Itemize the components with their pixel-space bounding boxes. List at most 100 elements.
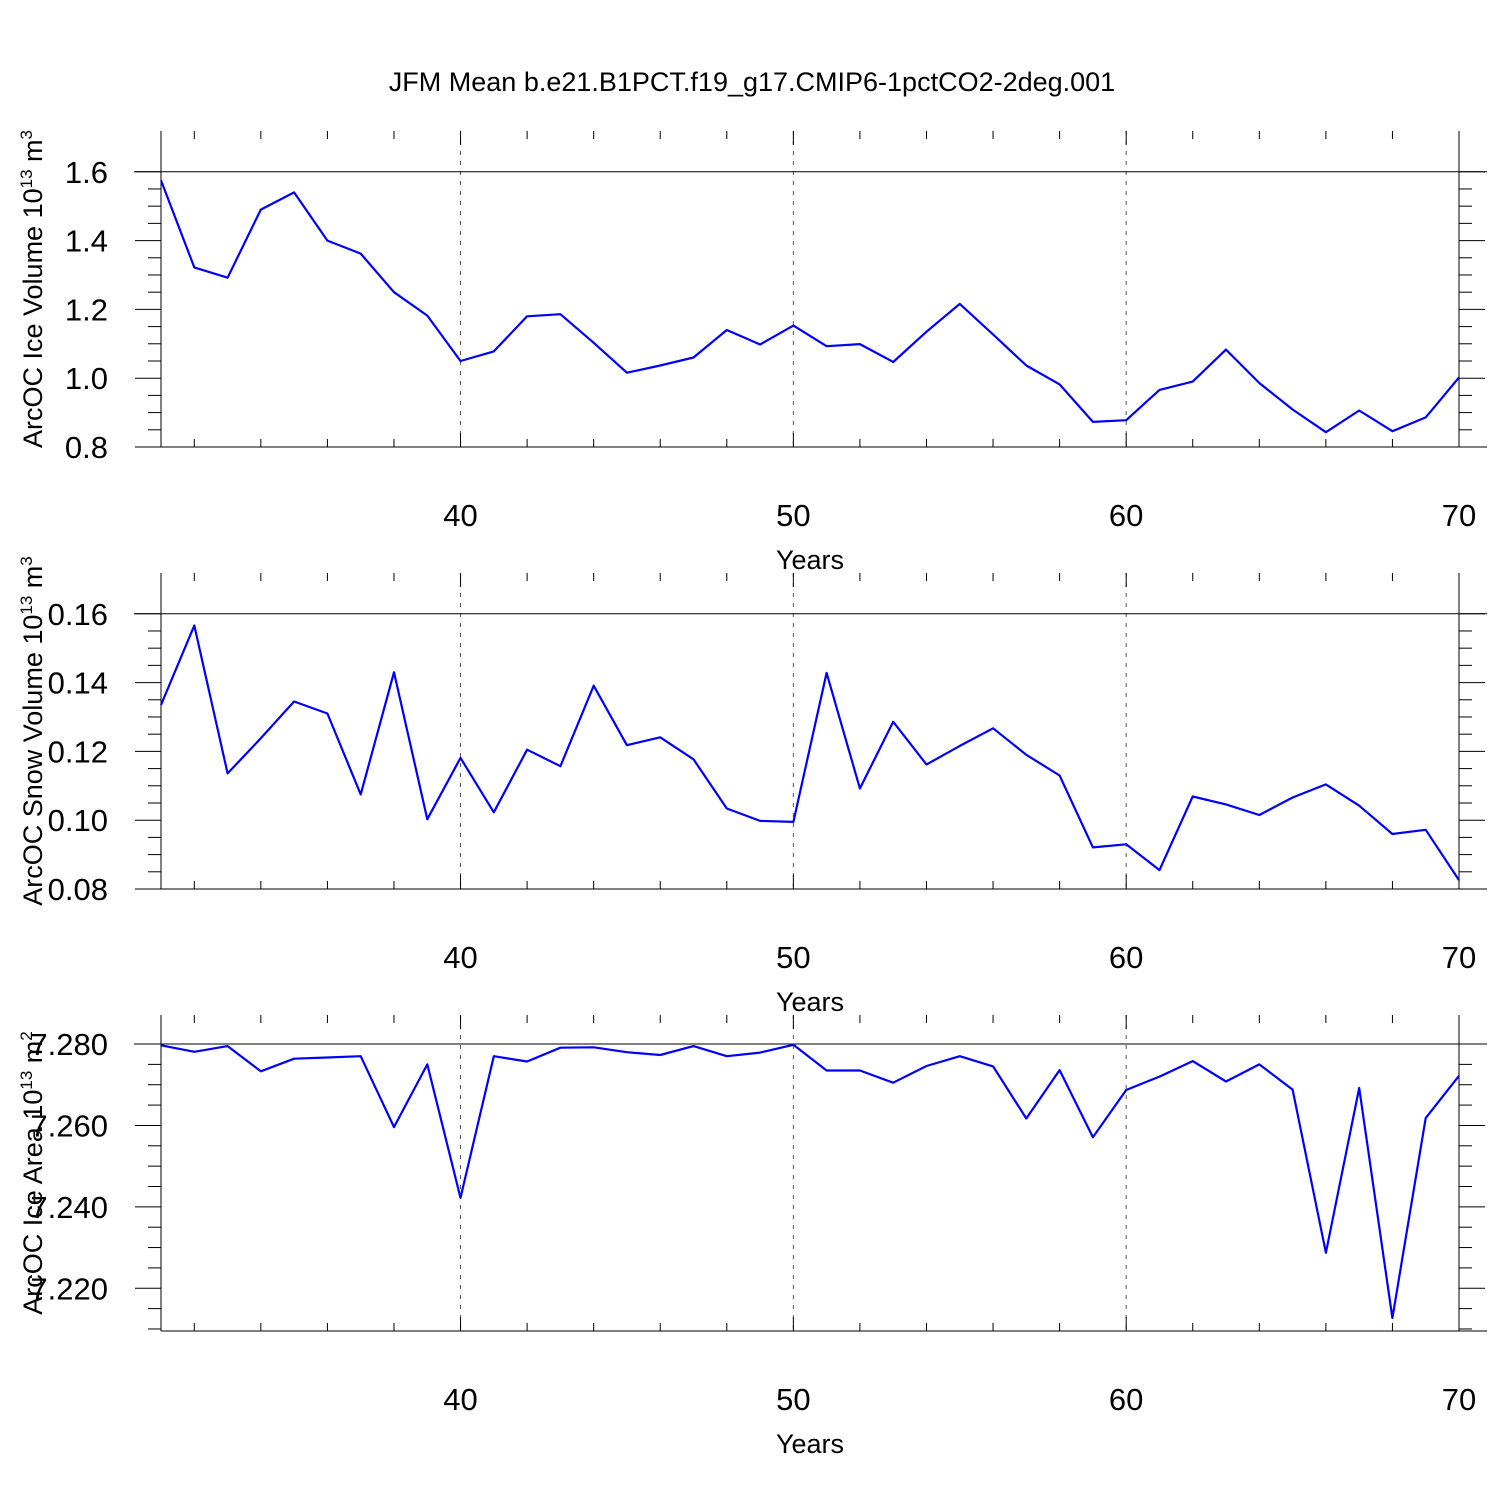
data-point [1158, 869, 1161, 872]
x-tick-label: 40 [443, 940, 477, 975]
y-axis-label-unit: m [18, 1041, 48, 1071]
data-point [326, 1056, 329, 1059]
x-tick-label: 50 [776, 498, 810, 533]
x-tick-label: 60 [1109, 498, 1143, 533]
data-point [1458, 1074, 1461, 1077]
data-point [392, 291, 395, 294]
data-point [426, 1063, 429, 1066]
y-axis-label: ArcOC Snow Volume 1013 m3 [17, 556, 48, 906]
data-point [1225, 803, 1228, 806]
data-point [592, 341, 595, 344]
data-point [825, 345, 828, 348]
data-point [426, 314, 429, 317]
data-point [925, 330, 928, 333]
data-point [1058, 1069, 1061, 1072]
data-point [958, 744, 961, 747]
data-point [625, 371, 628, 374]
data-point [1258, 814, 1261, 817]
data-point [193, 624, 196, 627]
x-axis-label: Years [776, 987, 844, 1017]
y-tick-label: 1.0 [65, 361, 108, 396]
y-tick-label: 0.8 [65, 430, 108, 465]
y-axis-label-text: ArcOC Snow Volume 10 [18, 615, 48, 906]
y-tick-label: 1.2 [65, 292, 108, 327]
y-axis-label-text: ArcOC Ice Volume 10 [18, 188, 48, 448]
data-point [160, 1044, 163, 1047]
data-point [193, 1050, 196, 1053]
chart-panels: 0.8 1.0 1.2 1.4 1.6 40 50 60 70 Years ArcOC Ice Vo… [17, 130, 1487, 1459]
y-tick-label: 0.08 [48, 872, 108, 907]
y-axis-label-exponent: 13 [17, 169, 36, 188]
data-point [792, 324, 795, 327]
data-point [1125, 419, 1128, 422]
data-point [1025, 753, 1028, 756]
data-point [226, 772, 229, 775]
x-axis-label: Years [776, 1429, 844, 1459]
data-point [193, 266, 196, 269]
data-point [1125, 843, 1128, 846]
y-axis-label-text: ArcOC Ice Area 10 [18, 1090, 48, 1315]
x-tick-label: 60 [1109, 940, 1143, 975]
data-point [958, 1055, 961, 1058]
x-tick-label: 60 [1109, 1382, 1143, 1417]
y-tick-label: 7.220 [30, 1271, 108, 1306]
data-point [659, 1054, 662, 1057]
data-point [559, 1046, 562, 1049]
data-point [1258, 1063, 1261, 1066]
x-tick-label: 50 [776, 940, 810, 975]
panel-2: 0.08 0.10 0.12 0.14 0.16 40 50 60 70 Years ArcOC S… [17, 556, 1487, 1017]
data-point [892, 361, 895, 364]
y-axis-label-unit: m [18, 566, 48, 596]
data-point [1058, 774, 1061, 777]
data-point [1025, 1117, 1028, 1120]
data-point [1025, 364, 1028, 367]
data-point [659, 736, 662, 739]
data-point [359, 1055, 362, 1058]
data-point [1158, 388, 1161, 391]
data-point [559, 313, 562, 316]
data-point [992, 333, 995, 336]
data-point [992, 1065, 995, 1068]
y-axis-label-unit: m [18, 139, 48, 169]
data-point [392, 671, 395, 674]
data-point [492, 811, 495, 814]
data-point [1358, 1086, 1361, 1089]
data-point [858, 343, 861, 346]
data-point [1324, 1251, 1327, 1254]
data-point [958, 302, 961, 305]
data-point [792, 820, 795, 823]
data-point [858, 787, 861, 790]
data-point [892, 1081, 895, 1084]
data-point [1158, 1075, 1161, 1078]
data-point [160, 179, 163, 182]
y-tick-label: 0.14 [48, 666, 108, 701]
data-point [692, 356, 695, 359]
data-point [559, 765, 562, 768]
data-point [925, 763, 928, 766]
data-point [1458, 376, 1461, 379]
y-axis-label-exponent: 13 [17, 596, 36, 615]
y-axis-label-unit-exponent: 2 [17, 1031, 36, 1040]
data-point [1424, 828, 1427, 831]
data-point [492, 1055, 495, 1058]
data-point [1091, 420, 1094, 423]
data-point [692, 758, 695, 761]
data-point [359, 793, 362, 796]
data-point [1058, 383, 1061, 386]
data-point [759, 1051, 762, 1054]
x-tick-label: 70 [1442, 498, 1476, 533]
x-tick-label: 50 [776, 1382, 810, 1417]
data-point [1424, 1117, 1427, 1120]
data-point [1191, 795, 1194, 798]
y-tick-label: 1.4 [65, 224, 108, 259]
data-point [1391, 1316, 1394, 1319]
data-point [459, 1196, 462, 1199]
data-point [326, 712, 329, 715]
data-point [359, 252, 362, 255]
data-point [293, 700, 296, 703]
y-tick-label: 7.280 [30, 1027, 108, 1062]
data-point [1091, 1136, 1094, 1139]
data-point [992, 727, 995, 730]
y-axis-label-exponent: 13 [17, 1071, 36, 1090]
